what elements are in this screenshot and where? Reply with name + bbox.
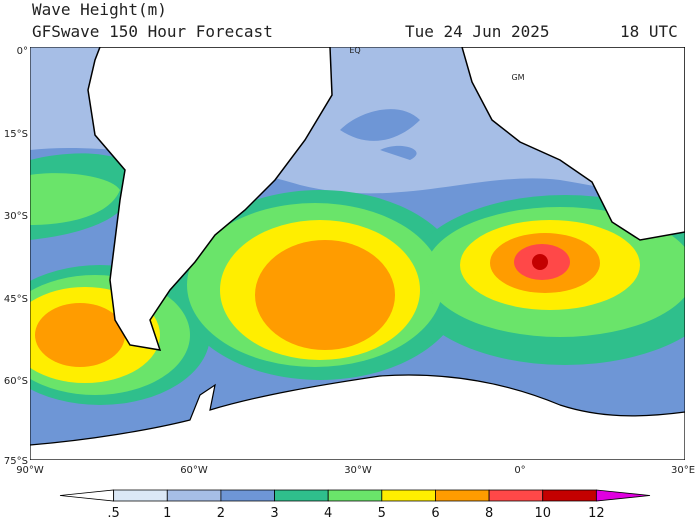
lon-label: 0° — [514, 465, 525, 476]
lat-label: 60°S — [4, 376, 28, 387]
colorbar-label: 10 — [534, 506, 551, 521]
lon-label: 90°W — [16, 465, 44, 476]
colorbar-swatch — [166, 489, 222, 502]
date: Tue 24 Jun 2025 — [405, 22, 550, 41]
lon-label: 60°W — [180, 465, 208, 476]
colorbar-swatch — [381, 489, 436, 502]
colorbar-swatch — [59, 489, 115, 502]
colorbar-swatch — [542, 489, 597, 502]
axis-labels: 0° 15°S 30°S 45°S 60°S 75°S90°W 60°W 30°W 0° 30°E… — [4, 46, 695, 476]
lat-label: 75°S — [4, 456, 28, 467]
colorbar-label: 6 — [431, 506, 439, 521]
colorbar-swatch — [327, 489, 383, 502]
colorbar-swatch — [220, 489, 275, 502]
place-label: EQ — [349, 46, 360, 55]
colorbar: .5 1 2 3 4 5 6 8 10 12 — [59, 489, 651, 521]
lat-label: 30°S — [4, 211, 28, 222]
place-label: GM — [511, 73, 524, 82]
colorbar-swatch — [595, 489, 651, 502]
lat-label: 15°S — [4, 129, 28, 140]
lon-label: 30°E — [671, 465, 695, 476]
colorbar-label: 1 — [163, 506, 171, 521]
colorbar-label: 5 — [378, 506, 386, 521]
lat-label: 0° — [17, 46, 28, 57]
title: Wave Height(m) — [32, 0, 167, 19]
lat-label: 45°S — [4, 294, 28, 305]
colorbar-swatch — [435, 489, 490, 502]
colorbar-label: 3 — [270, 506, 278, 521]
time: 18 UTC — [620, 22, 678, 41]
colorbar-label: 4 — [324, 506, 332, 521]
map — [30, 47, 685, 460]
colorbar-label: 12 — [588, 506, 605, 521]
lon-label: 30°W — [344, 465, 372, 476]
colorbar-label: 2 — [217, 506, 225, 521]
subtitle: GFSwave 150 Hour Forecast — [32, 22, 273, 41]
colorbar-swatch — [488, 489, 544, 502]
colorbar-swatch — [113, 489, 168, 502]
colorbar-label: .5 — [107, 506, 119, 521]
colorbar-label: 8 — [485, 506, 493, 521]
colorbar-swatch — [274, 489, 329, 502]
